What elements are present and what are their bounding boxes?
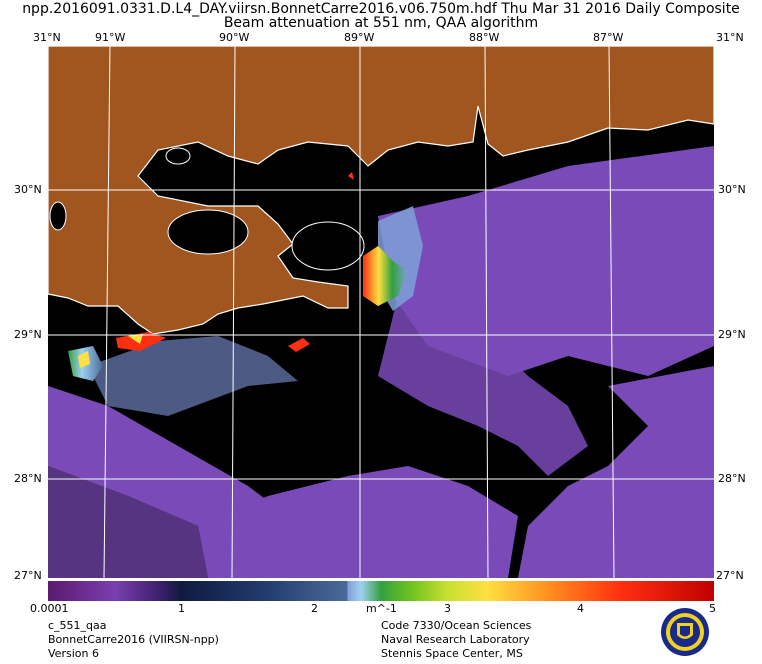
lat-tick-left: 30°N <box>14 183 42 196</box>
graticule <box>48 46 714 578</box>
org-location: Stennis Space Center, MS <box>381 647 523 660</box>
corner-lat-bottom-right: 27°N <box>716 569 744 582</box>
nrl-seal-logo <box>660 607 710 657</box>
lon-tick-top: 91°W <box>95 31 126 44</box>
lat-tick-right: 28°N <box>718 472 746 485</box>
river-plume-high-attenuation <box>68 172 408 381</box>
ocean-attenuation-region <box>48 146 714 578</box>
lon-tick-top: 90°W <box>219 31 250 44</box>
map-panel <box>48 46 714 578</box>
colorbar-label: 5 <box>709 602 716 615</box>
corner-lat-bottom-left: 27°N <box>14 569 42 582</box>
lon-tick-top: 89°W <box>344 31 375 44</box>
product-name: c_551_qaa <box>48 619 107 632</box>
lat-tick-left: 28°N <box>14 472 42 485</box>
satellite-map <box>48 46 714 578</box>
org-name: Naval Research Laboratory <box>381 633 530 646</box>
colorbar-label: 0.0001 <box>30 602 69 615</box>
lon-tick-top: 87°W <box>593 31 624 44</box>
org-code: Code 7330/Ocean Sciences <box>381 619 532 632</box>
land-mass <box>48 46 714 335</box>
colorbar-label: 1 <box>178 602 185 615</box>
map-title: npp.2016091.0331.D.L4_DAY.viirsn.BonnetC… <box>22 1 740 17</box>
colorbar-label: 3 <box>444 602 451 615</box>
colorbar-unit: m^-1 <box>366 602 397 615</box>
version-label: Version 6 <box>48 647 99 660</box>
map-subtitle: Beam attenuation at 551 nm, QAA algorith… <box>223 15 539 31</box>
lat-tick-right: 30°N <box>718 183 746 196</box>
lat-tick-right: 29°N <box>718 328 746 341</box>
colorbar <box>48 581 714 601</box>
colorbar-label: 2 <box>311 602 318 615</box>
inland-lakes <box>49 147 365 271</box>
corner-lat-top-right: 31°N <box>716 31 744 44</box>
dataset-name: BonnetCarre2016 (VIIRSN-npp) <box>48 633 219 646</box>
lon-tick-top: 88°W <box>469 31 500 44</box>
corner-lat-top-left: 31°N <box>33 31 61 44</box>
lat-tick-left: 29°N <box>14 328 42 341</box>
colorbar-label: 4 <box>577 602 584 615</box>
